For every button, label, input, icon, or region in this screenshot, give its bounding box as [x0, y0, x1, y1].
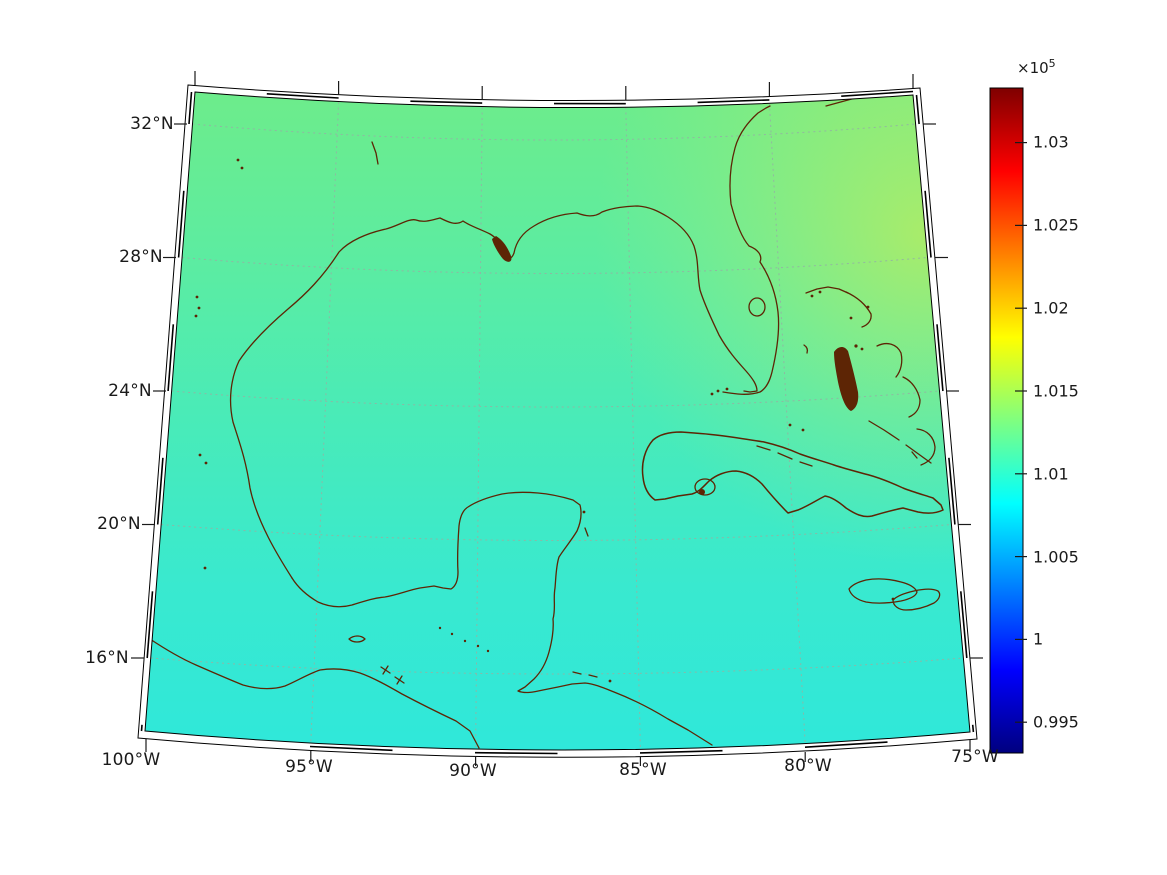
jamaica-coastline: [848, 578, 918, 604]
mississippi-delta: [492, 236, 512, 262]
cuba-coastline: [641, 431, 944, 518]
coastlines: [149, 92, 944, 749]
colorbar-tick-label: 1.005: [1033, 547, 1079, 567]
lat-tick-label-28n: 28°N: [119, 247, 163, 267]
high-pressure-region: [145, 92, 970, 751]
lat-tick-label-20n: 20°N: [97, 514, 141, 534]
graticule: [150, 101, 964, 750]
lat-tick-label-32n: 32°N: [130, 114, 174, 134]
colorbar-tick-label: 1.015: [1033, 381, 1079, 401]
yucatan-coastline: [291, 491, 713, 746]
honduras-bay-islands: [572, 671, 598, 678]
colorbar-tick-label: 1.01: [1033, 464, 1069, 484]
hispaniola-coastline: [892, 588, 941, 611]
colorbar-exponent-label: ×105: [1017, 57, 1056, 77]
camaguey-cays: [756, 445, 813, 467]
frame-band-segments-bottom: [309, 741, 888, 755]
oaxaca-lagoon: [348, 635, 366, 643]
colorbar-tick-label: 1: [1033, 629, 1044, 649]
frame-band-segments-top: [266, 90, 914, 105]
minor-islands-and-lakes: [194, 158, 895, 683]
axis-tick-marks: [131, 71, 983, 766]
pacific-coastline: [149, 638, 480, 749]
colorbar-tick-label: 0.995: [1033, 712, 1079, 732]
lon-tick-label-80w: 80°W: [784, 756, 832, 776]
exponent-power: 5: [1048, 57, 1056, 70]
pressure-field-surface: [145, 92, 970, 751]
isla-juventud: [694, 478, 716, 496]
colorbar-tick-label: 1.02: [1033, 298, 1069, 318]
colorbar-tick-marks: [1015, 142, 1027, 723]
frame-band-segments-left: [140, 91, 193, 732]
texas-river: [371, 141, 379, 165]
colorbar-tick-label: 1.025: [1033, 215, 1079, 235]
exponent-base: ×10: [1017, 59, 1049, 77]
frame-band-segments-right: [915, 94, 975, 733]
cozumel-island: [584, 527, 589, 537]
lon-tick-label-95w: 95°W: [285, 757, 333, 777]
colorbar-gradient: [989, 87, 1024, 754]
reef-marks: [380, 665, 405, 685]
map-frame-inner-edge: [144, 91, 971, 751]
colorbar: [989, 87, 1027, 754]
lake-okeechobee: [748, 297, 766, 317]
lon-tick-label-90w: 90°W: [449, 761, 497, 781]
lat-tick-label-24n: 24°N: [108, 381, 152, 401]
lon-tick-label-85w: 85°W: [619, 760, 667, 780]
bahamas-islands: [803, 286, 936, 466]
florida-keys-east-coast: [722, 105, 780, 395]
colorbar-tick-label: 1.03: [1033, 132, 1069, 152]
lon-tick-label-100w: 100°W: [101, 750, 161, 770]
lon-tick-label-75w: 75°W: [951, 747, 999, 767]
lat-tick-label-16n: 16°N: [85, 648, 129, 668]
